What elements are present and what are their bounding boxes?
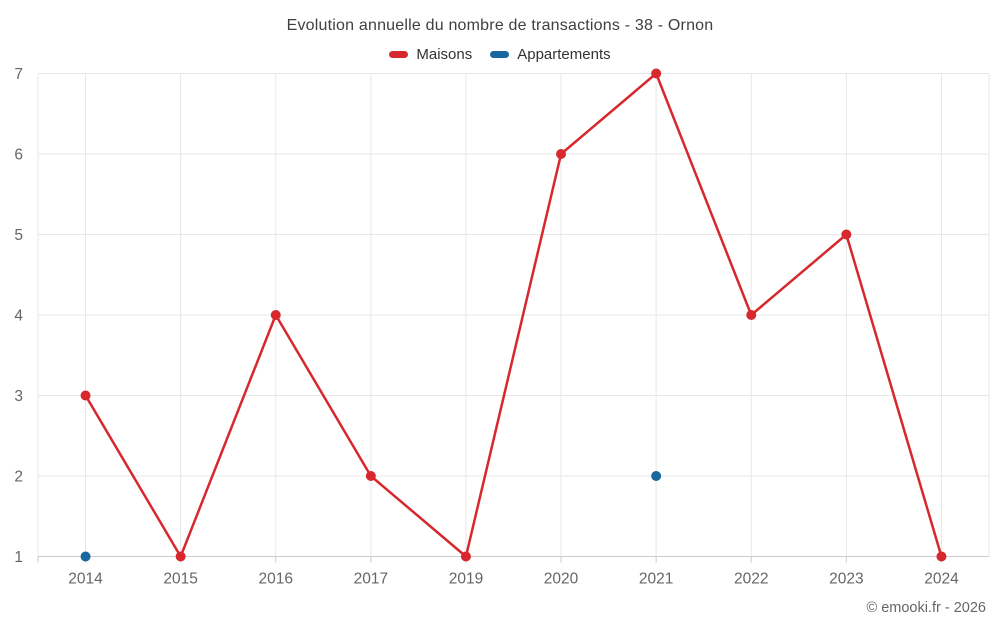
y-tick-label: 2 [14, 469, 23, 486]
legend-label-appartements: Appartements [517, 46, 611, 63]
marker-maisons[interactable] [746, 310, 757, 320]
y-tick-label: 5 [14, 227, 23, 244]
series-line-maisons [84, 72, 943, 558]
marker-maisons[interactable] [365, 471, 376, 481]
marker-maisons[interactable] [175, 551, 186, 562]
appartements-series-swatch-icon [490, 51, 510, 58]
x-tick-label: 2016 [259, 571, 293, 588]
legend-item-appartements[interactable]: Appartements [490, 46, 611, 63]
credit-link[interactable]: © emooki.fr - 2026 [866, 600, 986, 616]
y-tick-label: 7 [14, 66, 23, 83]
x-tick-label: 2021 [639, 571, 673, 588]
legend: Maisons Appartements [0, 46, 1000, 63]
legend-label-maisons: Maisons [416, 46, 473, 63]
marker-maisons[interactable] [841, 229, 852, 240]
y-tick-label: 4 [14, 308, 23, 325]
marker-maisons[interactable] [936, 551, 947, 562]
maisons-series-swatch-icon [389, 51, 409, 58]
x-tick-label: 2022 [734, 571, 768, 588]
legend-item-maisons[interactable]: Maisons [389, 46, 472, 63]
x-tick-label: 2015 [163, 571, 197, 588]
marker-maisons[interactable] [556, 149, 567, 159]
x-tick-label: 2024 [924, 571, 959, 588]
y-tick-label: 3 [14, 388, 23, 405]
marker-maisons[interactable] [270, 310, 281, 320]
x-tick-label: 2023 [829, 571, 863, 588]
marker-appartements[interactable] [651, 471, 662, 481]
marker-appartements[interactable] [80, 551, 91, 562]
marker-maisons[interactable] [460, 551, 471, 562]
marker-maisons[interactable] [80, 390, 91, 401]
y-tick-label: 6 [14, 147, 23, 164]
x-tick-label: 2019 [449, 571, 483, 588]
chart-title: Evolution annuelle du nombre de transact… [286, 17, 714, 34]
marker-maisons[interactable] [651, 68, 662, 79]
x-tick-label: 2014 [68, 571, 103, 588]
y-tick-label: 1 [14, 549, 23, 566]
x-tick-label: 2020 [544, 571, 579, 588]
x-tick-label: 2017 [354, 571, 388, 588]
